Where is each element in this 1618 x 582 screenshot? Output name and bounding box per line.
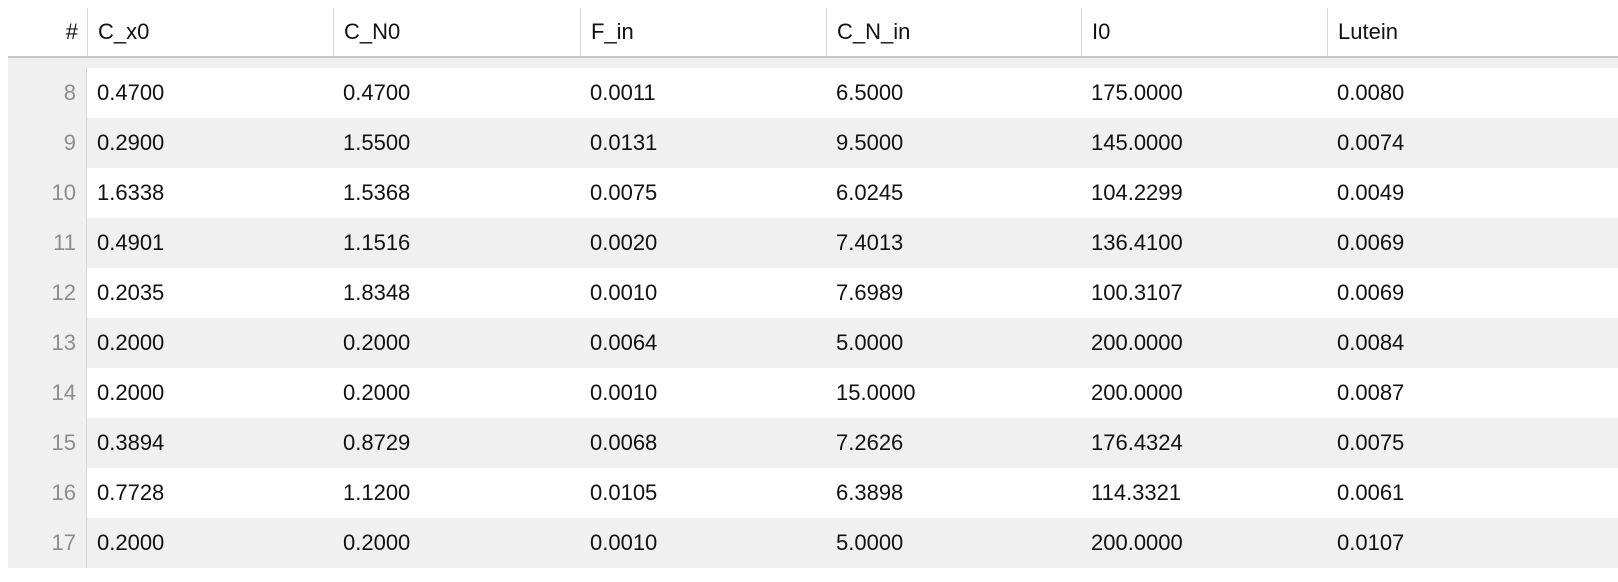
row-index: 16 [8,468,87,518]
column-header-i0[interactable]: I0 [1081,8,1327,56]
table-cell[interactable]: 0.2000 [343,330,411,355]
table-row[interactable]: 14 0.2000 0.2000 0.0010 15.0000 200.0000 0.008… [8,368,1618,418]
table-cell[interactable]: 0.8729 [343,430,411,455]
column-header-f-in[interactable]: F_in [580,8,826,56]
table-cell[interactable]: 9.5000 [836,130,904,155]
table-cell[interactable]: 0.0084 [1337,330,1405,355]
table-cell[interactable]: 100.3107 [1091,280,1183,305]
table-cell[interactable]: 104.2299 [1091,180,1183,205]
table-row[interactable]: 16 0.7728 1.1200 0.0105 6.3898 114.3321 0.0061 [8,468,1618,518]
row-index: 11 [8,218,87,268]
table-cell[interactable]: 176.4324 [1091,430,1183,455]
table-row[interactable]: 17 0.2000 0.2000 0.0010 5.0000 200.0000 0.0107 [8,518,1618,568]
table-cell[interactable]: 0.2000 [343,380,411,405]
table-cell[interactable]: 0.0068 [590,430,658,455]
table-cell[interactable]: 7.6989 [836,280,904,305]
table-cell[interactable]: 0.2900 [97,130,165,155]
table-cell[interactable]: 175.0000 [1091,80,1183,105]
table-cell[interactable]: 0.0011 [590,80,656,105]
table-cell[interactable]: 0.3894 [97,430,165,455]
table-cell[interactable]: 0.0061 [1337,480,1405,505]
column-header-lutein[interactable]: Lutein [1327,8,1570,56]
row-index: 17 [8,518,87,568]
table-cell[interactable]: 0.4700 [343,80,411,105]
index-column-header[interactable]: # [65,19,78,44]
table-cell[interactable]: 0.0107 [1337,530,1405,555]
table-cell[interactable]: 0.0075 [590,180,658,205]
table-cell[interactable]: 0.0105 [590,480,658,505]
row-index: 13 [8,318,87,368]
table-cell[interactable]: 7.2626 [836,430,904,455]
table-cell[interactable]: 0.0087 [1337,380,1405,405]
table-cell[interactable]: 200.0000 [1091,380,1183,405]
table-cell[interactable]: 0.0049 [1337,180,1405,205]
table-row[interactable]: 11 0.4901 1.1516 0.0020 7.4013 136.4100 0.0069 [8,218,1618,268]
row-index: 10 [8,168,87,218]
table-cell[interactable]: 1.8348 [343,280,411,305]
table-cell[interactable]: 0.0075 [1337,430,1405,455]
table-cell[interactable]: 0.4700 [97,80,165,105]
table-cell[interactable]: 0.0069 [1337,230,1405,255]
row-index: 14 [8,368,87,418]
row-index: 9 [8,118,87,168]
table-cell[interactable]: 0.0074 [1337,130,1405,155]
table-cell[interactable]: 0.2000 [97,330,165,355]
table-cell[interactable]: 0.0080 [1337,80,1405,105]
table-cell[interactable]: 6.5000 [836,80,904,105]
table-row[interactable]: 9 0.2900 1.5500 0.0131 9.5000 145.0000 0.0074 [8,118,1618,168]
table-body: 8 0.4700 0.4700 0.0011 6.5000 175.0000 0.0080 9… [8,68,1618,568]
row-index: 8 [8,68,87,118]
table-header: # C_x0 C_N0 F_in C_N_in I0 Lutein [8,8,1618,58]
table-cell[interactable]: 0.0064 [590,330,658,355]
table-row[interactable]: 12 0.2035 1.8348 0.0010 7.6989 100.3107 0.0069 [8,268,1618,318]
table-cell[interactable]: 1.5368 [343,180,411,205]
table-cell[interactable]: 0.0010 [590,280,658,305]
table-cell[interactable]: 0.0010 [590,380,658,405]
table-cell[interactable]: 0.4901 [97,230,165,255]
table-cell[interactable]: 0.2000 [97,380,165,405]
table-cell[interactable]: 0.2000 [343,530,411,555]
table-cell[interactable]: 15.0000 [836,380,916,405]
table-cell[interactable]: 5.0000 [836,530,904,555]
table-cell[interactable]: 0.2000 [97,530,165,555]
header-spacer [8,58,1618,68]
table-cell[interactable]: 0.0131 [590,130,658,155]
table-cell[interactable]: 0.0020 [590,230,658,255]
table-cell[interactable]: 1.1200 [343,480,411,505]
table-row[interactable]: 10 1.6338 1.5368 0.0075 6.0245 104.2299 0.0049 [8,168,1618,218]
data-table: # C_x0 C_N0 F_in C_N_in I0 Lutein 8 0.470… [8,8,1618,568]
table-cell[interactable]: 1.5500 [343,130,411,155]
table-cell[interactable]: 0.0069 [1337,280,1405,305]
table-cell[interactable]: 200.0000 [1091,330,1183,355]
table-cell[interactable]: 114.3321 [1091,480,1182,505]
table-cell[interactable]: 136.4100 [1091,230,1183,255]
table-cell[interactable]: 1.1516 [343,230,411,255]
table-cell[interactable]: 6.3898 [836,480,904,505]
table-cell[interactable]: 0.2035 [97,280,165,305]
table-cell[interactable]: 5.0000 [836,330,904,355]
column-header-c-n-in[interactable]: C_N_in [826,8,1081,56]
table-row[interactable]: 8 0.4700 0.4700 0.0011 6.5000 175.0000 0.0080 [8,68,1618,118]
table-row[interactable]: 13 0.2000 0.2000 0.0064 5.0000 200.0000 0.0084 [8,318,1618,368]
table-cell[interactable]: 6.0245 [836,180,904,205]
table-row[interactable]: 15 0.3894 0.8729 0.0068 7.2626 176.4324 0.0075 [8,418,1618,468]
table-cell[interactable]: 1.6338 [97,180,165,205]
row-index: 15 [8,418,87,468]
table-cell[interactable]: 200.0000 [1091,530,1183,555]
row-index: 12 [8,268,87,318]
table-cell[interactable]: 0.7728 [97,480,165,505]
table-cell[interactable]: 0.0010 [590,530,658,555]
table-cell[interactable]: 7.4013 [836,230,904,255]
column-header-c-x0[interactable]: C_x0 [87,8,333,56]
column-header-c-n0[interactable]: C_N0 [333,8,580,56]
table-cell[interactable]: 145.0000 [1091,130,1183,155]
